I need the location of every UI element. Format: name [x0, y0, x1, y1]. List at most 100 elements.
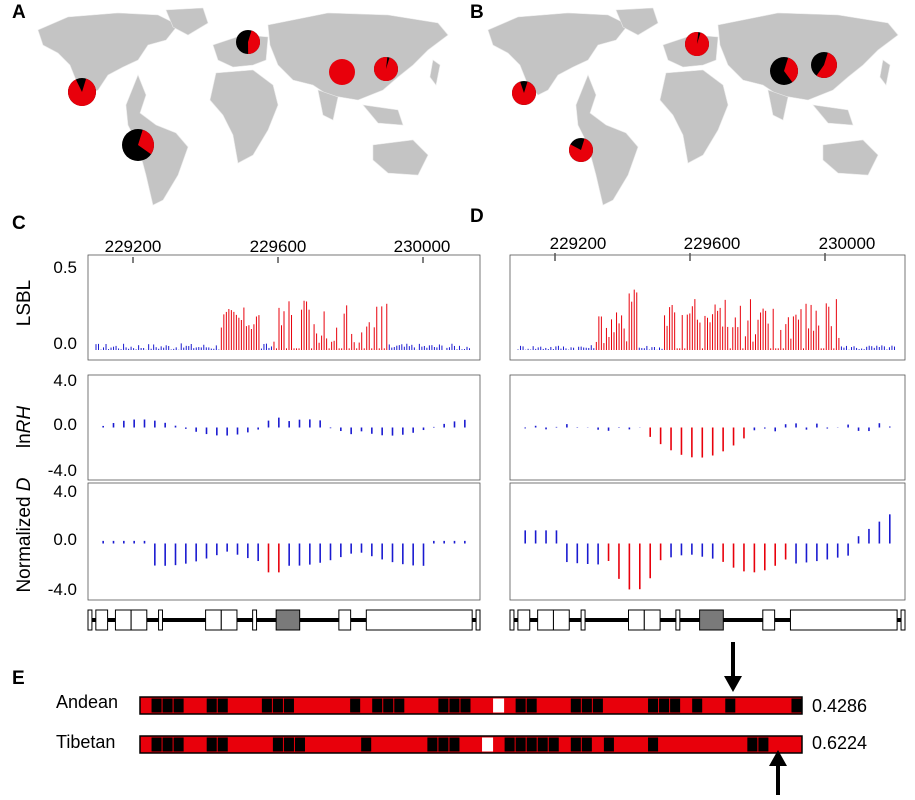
gene-exon	[517, 609, 531, 631]
snp-ancestral	[283, 698, 294, 713]
lnrh-tick-4: 4.0	[53, 371, 77, 390]
landmass	[209, 69, 279, 164]
normd-tick-m4: -4.0	[48, 580, 77, 599]
snp-ancestral	[581, 737, 592, 752]
landmass	[37, 12, 179, 96]
panel-label-c: C	[12, 213, 26, 234]
landmass	[487, 12, 629, 96]
gene-exon	[537, 609, 554, 631]
snp-ancestral	[460, 698, 471, 713]
panel-label-d: D	[470, 206, 484, 227]
pie-mexico	[512, 81, 536, 105]
gene-exon	[580, 609, 586, 631]
pop-label-andean: Andean	[56, 692, 119, 712]
haplotype-frame	[139, 696, 803, 715]
x-tick-d-3: 230000	[819, 234, 876, 253]
snp-ancestral	[570, 737, 581, 752]
panel-label-b: B	[470, 2, 484, 23]
haplotype-bars	[139, 642, 803, 795]
pie-slice-derived	[138, 129, 154, 155]
snp-ancestral	[272, 737, 283, 752]
snp-ancestral	[725, 698, 736, 713]
gene-exon	[95, 609, 109, 631]
frame-d-lsbl	[509, 254, 906, 361]
pie-east-asia	[374, 57, 398, 81]
pie-slice-derived	[685, 32, 709, 56]
snp-ancestral	[173, 698, 184, 713]
pie-slice-derived	[248, 30, 261, 54]
frame-c-lnrh	[87, 374, 481, 481]
landmass	[822, 139, 879, 176]
pop-label-tibetan: Tibetan	[56, 732, 116, 752]
panel-label-e: E	[12, 668, 25, 689]
landmass	[267, 12, 449, 101]
gene-exon	[789, 609, 898, 631]
snp-ancestral	[438, 737, 449, 752]
landmass	[812, 104, 854, 126]
gene-exon	[900, 609, 906, 631]
pie-slice-derived	[784, 57, 798, 83]
gene-exon	[114, 609, 132, 631]
landmass	[659, 69, 729, 164]
gene-exon	[338, 609, 352, 631]
world-map-b	[487, 7, 899, 206]
snp-ancestral	[648, 698, 659, 713]
pie-slice-derived	[512, 81, 536, 105]
pie-slice-derived	[816, 52, 837, 79]
pie-slice-derived	[68, 78, 96, 107]
snp-ancestral	[294, 737, 305, 752]
frame-c-normd	[87, 482, 481, 601]
snp-ancestral	[670, 698, 681, 713]
pie-slice-derived	[569, 138, 593, 163]
pie-south-america	[569, 138, 593, 163]
snp-ancestral	[449, 737, 460, 752]
gene-exon	[158, 609, 163, 631]
haplotype-frame	[139, 735, 803, 754]
landmass	[767, 89, 789, 121]
haplotype-andean	[139, 696, 803, 715]
snp-ancestral	[504, 737, 515, 752]
landmass	[575, 74, 639, 206]
pie-europe	[685, 32, 709, 56]
normd-ylabel: Normalized D	[14, 477, 35, 592]
snp-gap	[482, 737, 494, 752]
landmass	[317, 89, 339, 121]
snp-gap	[493, 698, 505, 713]
snp-ancestral	[151, 737, 162, 752]
normd-tick-4: 4.0	[53, 482, 77, 501]
lnrh-tick-0: 0.0	[53, 415, 77, 434]
snp-ancestral	[427, 737, 438, 752]
gene-exon	[643, 609, 661, 631]
lsbl-ylabel: LSBL	[14, 280, 35, 326]
landmass	[717, 12, 899, 101]
x-tick-c-2: 229600	[250, 237, 307, 256]
lnrh-tick-m4: -4.0	[48, 461, 77, 480]
snp-ancestral	[217, 698, 228, 713]
gene-exon	[675, 609, 681, 631]
snp-ancestral	[449, 698, 460, 713]
pie-europe	[236, 30, 261, 54]
landmass	[362, 104, 404, 126]
snp-ancestral	[350, 698, 361, 713]
gene-exon	[205, 609, 222, 631]
x-tick-d-2: 229600	[684, 234, 741, 253]
normd-tick-0: 0.0	[53, 530, 77, 549]
panel-label-a: A	[12, 2, 26, 23]
snp-ancestral	[206, 698, 217, 713]
snp-ancestral	[206, 737, 217, 752]
pie-tibet	[770, 57, 798, 85]
gene-exon	[509, 609, 515, 631]
frame-d-lnrh	[509, 374, 906, 481]
snp-ancestral	[283, 737, 294, 752]
gene-exon	[87, 609, 93, 631]
snp-ancestral	[515, 737, 526, 752]
snp-ancestral	[592, 698, 603, 713]
snp-ancestral	[438, 698, 449, 713]
snp-ancestral	[581, 698, 592, 713]
pie-east-asia	[811, 52, 837, 79]
freq-andean: 0.4286	[812, 696, 868, 716]
snp-ancestral	[758, 737, 769, 752]
gene-exon	[628, 609, 645, 631]
snp-ancestral	[791, 698, 802, 713]
landmass	[879, 59, 891, 86]
